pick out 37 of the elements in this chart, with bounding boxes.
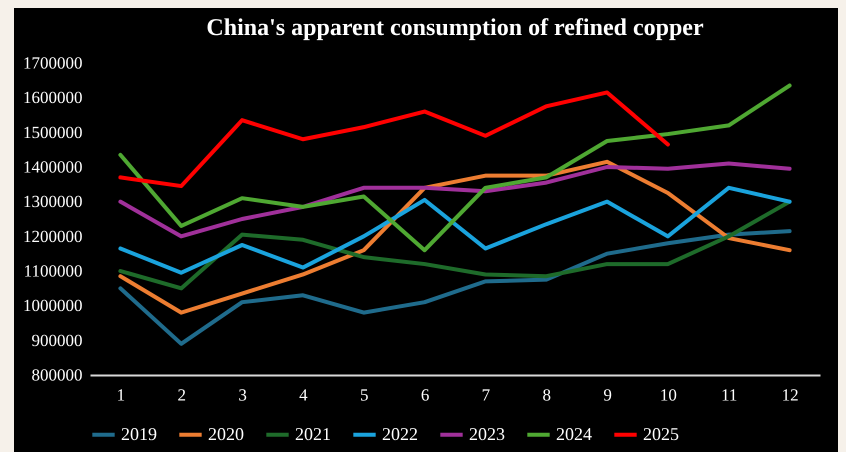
y-tick-label: 900000 — [32, 330, 82, 350]
legend-label: 2022 — [382, 424, 418, 444]
legend-label: 2019 — [121, 424, 157, 444]
y-tick-label: 800000 — [32, 366, 82, 384]
x-tick-label: 4 — [299, 386, 308, 404]
x-tick-label: 9 — [603, 386, 612, 404]
x-tick-label: 5 — [360, 386, 368, 404]
chart-title: China's apparent consumption of refined copper — [206, 15, 704, 41]
x-tick-label: 2 — [178, 386, 186, 404]
line-series — [118, 84, 792, 252]
y-tick-label: 1600000 — [23, 88, 82, 108]
line-series — [118, 90, 670, 188]
x-tick-label: 12 — [782, 386, 799, 404]
x-tick-label: 3 — [238, 386, 247, 404]
legend-label: 2021 — [295, 424, 331, 444]
line-series — [118, 186, 792, 275]
legend-label: 2025 — [643, 424, 679, 444]
line-series — [118, 229, 792, 346]
y-tick-label: 1300000 — [23, 192, 82, 212]
y-tick-label: 1700000 — [23, 54, 82, 72]
x-tick-label: 6 — [420, 386, 430, 404]
y-tick-label: 1000000 — [23, 296, 82, 316]
y-tick-label: 1100000 — [24, 262, 82, 280]
x-tick-label: 7 — [482, 386, 491, 404]
y-tick-label: 1400000 — [23, 158, 82, 176]
x-tick-label: 10 — [660, 386, 677, 404]
x-tick-label: 1 — [116, 386, 126, 404]
y-tick-label: 1200000 — [23, 226, 82, 246]
y-tick-label: 1500000 — [23, 122, 82, 142]
legend-label: 2024 — [556, 424, 592, 444]
legend-label: 2023 — [469, 424, 505, 444]
x-tick-label: 11 — [721, 386, 738, 404]
line-series — [118, 162, 792, 238]
x-tick-label: 8 — [542, 386, 551, 404]
line-series — [118, 200, 792, 290]
legend-label: 2020 — [208, 424, 244, 444]
line-series — [118, 160, 792, 315]
